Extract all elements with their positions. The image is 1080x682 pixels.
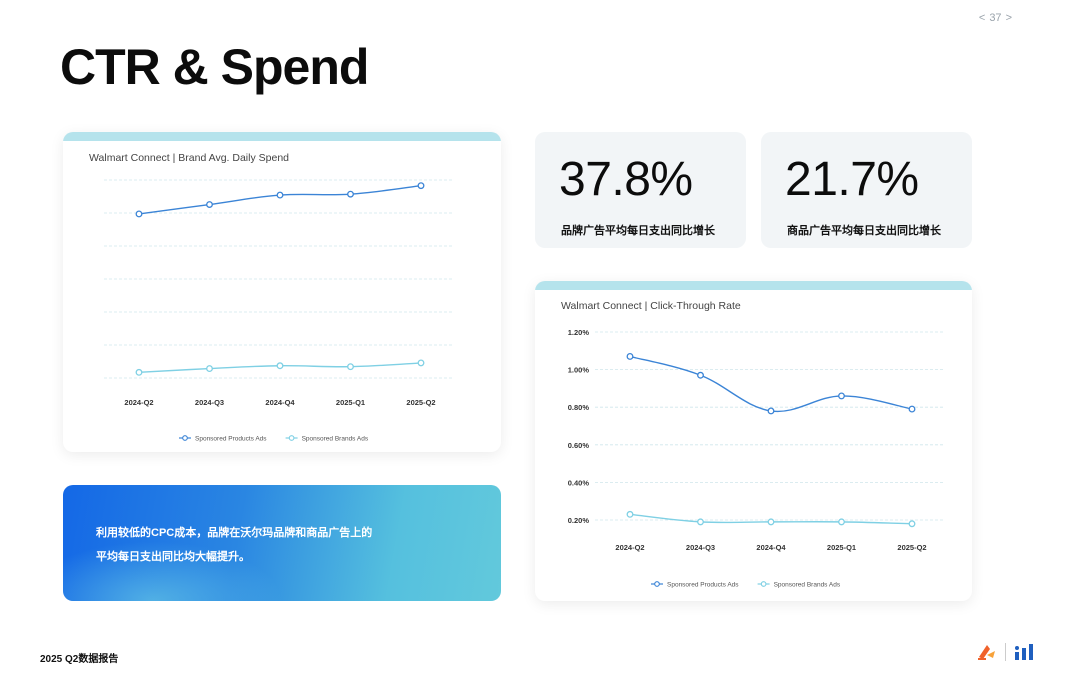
y-tick-label: 1.00% [568,366,590,375]
data-point [908,405,916,413]
product-spend-growth-label: 商品广告平均每日支出同比增长 [787,225,941,237]
data-point [767,518,775,526]
legend-label: Sponsored Products Ads [667,582,739,589]
logo-separator [1005,643,1006,661]
next-page-button[interactable]: > [1005,12,1012,24]
x-tick-label: 2024-Q4 [756,543,786,552]
legend-label: Sponsored Brands Ads [774,582,841,589]
page-navigation: < 37 > [979,12,1012,24]
y-tick-label: 0.20% [568,516,590,525]
data-point [206,365,213,373]
x-tick-label: 2024-Q2 [615,543,644,552]
ctr-line-chart: 0.20% 0.40% 0.60% 0.80% 1.00% 1.20% 2024-Q2 202… [568,328,945,589]
x-tick-label: 2025-Q1 [336,398,365,407]
x-tick-label: 2025-Q2 [406,398,435,407]
footer-logos [977,643,1034,661]
product-spend-growth-stat: 21.7% 商品广告平均每日支出同比增长 [761,132,972,248]
data-point [276,191,284,199]
x-tick-label: 2025-Q2 [897,543,926,552]
data-point [206,201,213,208]
prev-page-button[interactable]: < [978,12,986,24]
insight-line-1: 利用较低的CPC成本，品牌在沃尔玛品牌和商品广告上的 [96,527,373,539]
y-tick-label: 1.20% [568,328,590,337]
data-point [417,359,425,367]
x-tick-label: 2024-Q3 [686,543,715,552]
y-tick-label: 0.40% [568,478,590,487]
legend-label: Sponsored Products Ads [195,436,267,443]
insight-line-2: 平均每日支出同比均大幅提升。 [96,551,250,563]
ctr-chart-card: Walmart Connect | Click-Through Rate 0.2… [535,281,972,601]
data-point [417,182,425,190]
data-point [276,362,284,370]
insight-text: 利用较低的CPC成本，品牌在沃尔玛品牌和商品广告上的 平均每日支出同比均大幅提升… [96,521,372,569]
data-point [347,363,354,371]
data-point [626,352,634,360]
data-point [626,510,634,518]
data-point [347,190,354,198]
data-point [838,518,845,526]
legend-label: Sponsored Brands Ads [302,436,369,443]
data-point [838,392,845,400]
legend-marker [288,435,295,441]
analytics-logo-icon [1015,644,1033,660]
card-accent-bar [535,281,972,290]
brand-spend-growth-value: 37.8% [559,153,693,206]
spend-chart-card: Walmart Connect | Brand Avg. Daily Spend… [63,132,501,452]
data-point [767,407,775,415]
spend-line-chart: 2024-Q2 2024-Q3 2024-Q4 2025-Q1 2025-Q2 Spons… [104,179,454,443]
y-tick-label: 0.60% [568,441,590,450]
data-point [697,518,704,526]
x-tick-label: 2024-Q4 [265,398,295,407]
series-line [629,355,913,413]
legend-marker [182,435,188,441]
x-tick-label: 2024-Q2 [124,398,153,407]
ctr-chart-title: Walmart Connect | Click-Through Rate [561,300,741,312]
series-line [138,184,422,215]
insight-banner: 利用较低的CPC成本，品牌在沃尔玛品牌和商品广告上的 平均每日支出同比均大幅提升… [63,485,501,601]
product-spend-growth-value: 21.7% [785,153,919,206]
brand-spend-growth-label: 品牌广告平均每日支出同比增长 [561,225,715,237]
data-point [908,520,916,528]
brand-spend-growth-stat: 37.8% 品牌广告平均每日支出同比增长 [535,132,746,248]
x-tick-label: 2025-Q1 [827,543,856,552]
page-number: 37 [989,12,1002,24]
footer-report-label: 2025 Q2数据报告 [40,654,119,665]
y-tick-label: 0.80% [568,403,590,412]
data-point [135,368,143,376]
brand-logo-icon [978,645,995,660]
card-accent-bar [63,132,501,141]
legend-marker [760,581,767,587]
legend-marker [654,581,660,587]
data-point [697,371,704,379]
spend-chart-title: Walmart Connect | Brand Avg. Daily Spend [89,152,289,164]
data-point [135,210,143,218]
page-title: CTR & Spend [60,39,369,95]
x-tick-label: 2024-Q3 [195,398,224,407]
